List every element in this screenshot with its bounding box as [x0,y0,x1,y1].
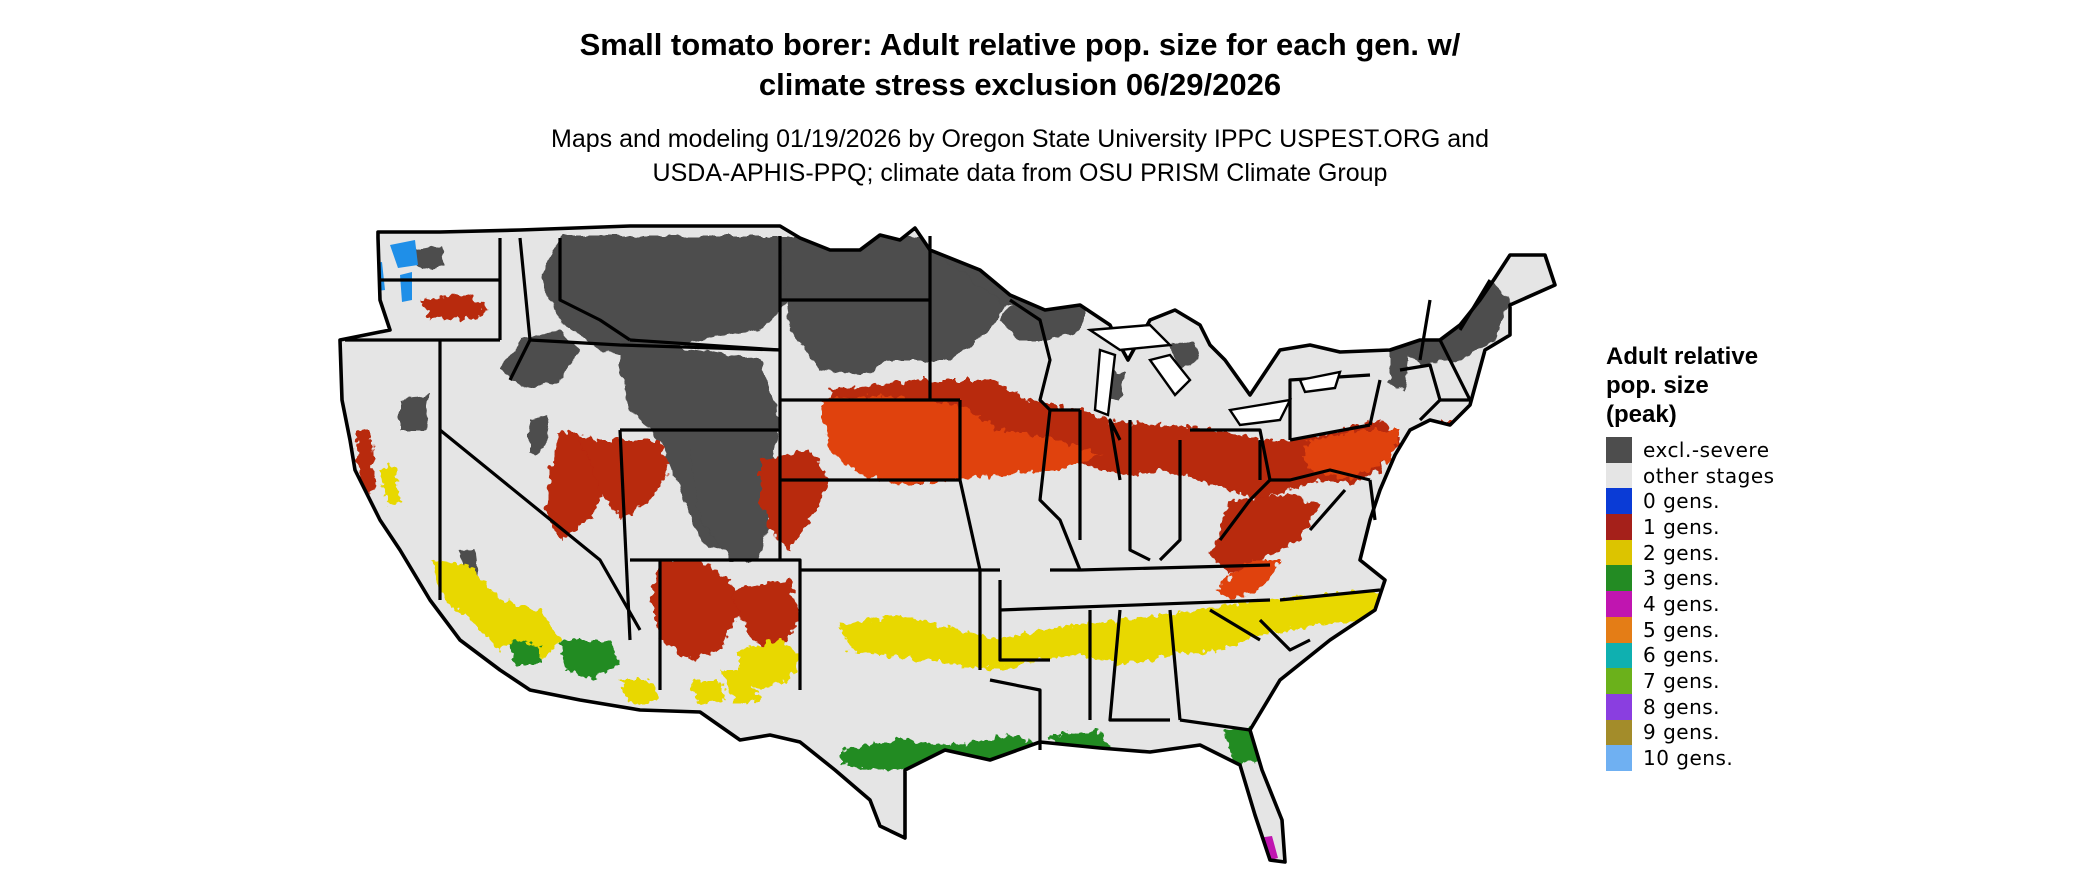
legend-label: 3 gens. [1643,566,1721,591]
map-title-line-1: Small tomato borer: Adult relative pop. … [579,27,1461,62]
legend-label: 10 gens. [1643,746,1734,771]
map-title-line-2: climate stress exclusion 06/29/2026 [758,67,1282,102]
map-subtitle-line-2: USDA-APHIS-PPQ; climate data from OSU PR… [652,159,1388,187]
legend-item: 2 gens. [1606,539,1866,566]
legend-swatch [1606,668,1632,694]
legend-item: excl.-severe [1606,437,1866,463]
legend-title: Adult relative pop. size (peak) [1606,342,1866,429]
legend-label: 4 gens. [1643,591,1721,616]
map-subtitle-line-1: Maps and modeling 01/19/2026 by Oregon S… [551,125,1489,153]
legend-label: 8 gens. [1643,694,1721,719]
map-subtitle: Maps and modeling 01/19/2026 by Oregon S… [330,122,1710,190]
legend-label: other stages [1643,463,1775,488]
legend-swatch [1606,745,1632,771]
legend-swatch [1606,693,1632,720]
legend-swatch [1606,591,1632,617]
map-fill-layers [340,226,1555,862]
legend-item: 8 gens. [1606,693,1866,720]
legend-item: 4 gens. [1606,591,1866,617]
legend-item: 6 gens. [1606,642,1866,669]
legend-title-line-2: pop. size [1606,372,1709,399]
legend-items: excl.-severe other stages 0 gens. 1 gens. 2 … [1606,437,1866,771]
legend-swatch [1606,719,1632,746]
legend-item: 10 gens. [1606,745,1866,771]
legend-label: 0 gens. [1643,489,1721,514]
legend-swatch [1606,565,1632,592]
legend-item: 3 gens. [1606,565,1866,592]
legend-label: excl.-severe [1643,437,1770,462]
legend-label: 7 gens. [1643,669,1721,694]
legend-swatch [1606,514,1632,540]
map-title: Small tomato borer: Adult relative pop. … [330,25,1710,105]
legend-item: 0 gens. [1606,488,1866,515]
legend-label: 2 gens. [1643,540,1721,565]
legend-label: 9 gens. [1643,720,1721,745]
legend-swatch [1606,642,1632,669]
legend-label: 5 gens. [1643,617,1721,642]
map-legend: Adult relative pop. size (peak) excl.-se… [1606,342,1866,771]
legend-item: 7 gens. [1606,668,1866,694]
us-map [338,224,1557,864]
legend-title-line-1: Adult relative [1606,343,1759,370]
two-generation-band [380,465,1390,705]
legend-item: 5 gens. [1606,616,1866,643]
legend-swatch [1606,462,1632,489]
legend-title-line-3: (peak) [1606,401,1677,428]
great-lakes [1086,323,1342,427]
legend-swatch [1606,488,1632,515]
state-borders [345,236,1492,750]
legend-swatch [1606,616,1632,643]
legend-label: 6 gens. [1643,643,1721,668]
legend-swatch [1606,539,1632,566]
legend-swatch [1606,437,1632,463]
legend-item: 9 gens. [1606,719,1866,746]
legend-label: 1 gens. [1643,514,1721,539]
legend-item: other stages [1606,462,1866,489]
legend-item: 1 gens. [1606,514,1866,540]
